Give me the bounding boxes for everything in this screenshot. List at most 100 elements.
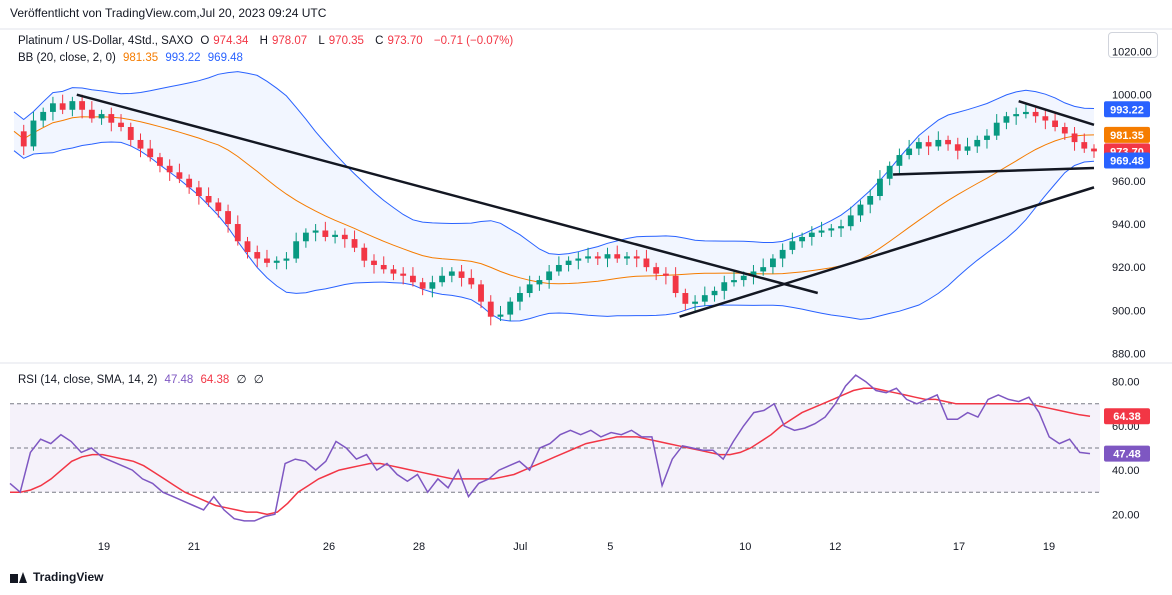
rsi-empty-2: ∅ xyxy=(253,374,264,386)
open-value: O 974.34 xyxy=(200,35,249,47)
candle-body xyxy=(945,139,951,145)
candle-body xyxy=(166,165,173,173)
brand-label: TradingView xyxy=(33,570,104,584)
bb-upper-value: 993.22 xyxy=(165,52,201,64)
candle-body xyxy=(643,258,650,268)
candle-body xyxy=(497,314,504,317)
candle-body xyxy=(351,239,358,248)
candle-body xyxy=(244,241,251,253)
candle-body xyxy=(770,258,776,268)
bb-upper-line xyxy=(13,71,1095,256)
scale-button[interactable] xyxy=(1108,32,1158,58)
price-badge-label: 969.48 xyxy=(1110,155,1144,167)
candle-body xyxy=(925,142,932,147)
candle-body xyxy=(536,280,543,285)
candle-body xyxy=(361,247,368,261)
candle-body xyxy=(1022,111,1029,115)
candle-body xyxy=(740,275,747,281)
candle-body xyxy=(1003,116,1010,123)
candle-body xyxy=(1052,120,1058,128)
candle-body xyxy=(20,131,27,147)
candle-body xyxy=(1013,114,1020,117)
rsi-badge-label: 47.48 xyxy=(1113,449,1141,461)
rsi-tick-label: 20.00 xyxy=(1112,509,1140,521)
price-tick-label: 920.00 xyxy=(1112,262,1146,274)
time-tick-label: 21 xyxy=(188,541,200,553)
candle-body xyxy=(701,295,708,302)
rsi-band-fill xyxy=(10,403,1100,493)
candle-body xyxy=(731,280,737,283)
candle-body xyxy=(760,267,767,272)
candle-body xyxy=(205,196,212,203)
candle-body xyxy=(264,258,270,263)
rsi-empty-1: ∅ xyxy=(236,374,247,386)
time-tick-label: 17 xyxy=(953,541,965,553)
candle-body xyxy=(410,275,416,283)
candle-body xyxy=(458,271,465,278)
bb-legend: BB (20, close, 2, 0) 981.35 993.22 969.4… xyxy=(18,52,247,64)
bb-lower-line xyxy=(13,141,1095,322)
candle-body xyxy=(40,111,47,121)
candle-body xyxy=(808,232,815,237)
candle-body xyxy=(419,282,426,289)
candle-body xyxy=(30,120,37,147)
candle-body xyxy=(332,234,338,237)
candle-body xyxy=(127,127,134,140)
candle-body xyxy=(1091,148,1097,152)
candle-body xyxy=(711,290,718,296)
candle-body xyxy=(915,142,922,149)
candle-body xyxy=(507,301,514,315)
candle-body xyxy=(293,241,300,259)
main-legend: Platinum / US-Dollar, 4Std., SAXO O 974.3… xyxy=(18,35,517,47)
trendline-4 xyxy=(1018,99,1095,127)
candle-body xyxy=(195,187,202,196)
candle-body xyxy=(857,204,864,216)
candle-body xyxy=(225,211,231,225)
candle-body xyxy=(896,155,903,166)
candle-body xyxy=(546,271,553,281)
trendline-3 xyxy=(893,166,1095,176)
time-tick-label: 19 xyxy=(1043,541,1055,553)
candle-body xyxy=(750,271,757,276)
tradingview-logo-icon xyxy=(10,571,28,583)
candle-body xyxy=(1071,133,1078,143)
candle-body xyxy=(964,146,971,151)
candle-body xyxy=(186,178,193,188)
rsi-sma-value: 64.38 xyxy=(200,374,230,386)
bb-basis-line xyxy=(13,116,1095,285)
time-tick-label: 26 xyxy=(323,541,335,553)
rsi-value: 47.48 xyxy=(164,374,194,386)
symbol-label[interactable]: Platinum / US-Dollar, 4Std., SAXO xyxy=(18,35,194,47)
candle-body xyxy=(818,230,825,233)
price-badge-label: 993.22 xyxy=(1110,104,1144,116)
candle-body xyxy=(847,215,854,227)
candle-body xyxy=(98,114,105,119)
rsi-badge-label: 64.38 xyxy=(1113,411,1141,423)
bb-label[interactable]: BB (20, close, 2, 0) xyxy=(18,52,116,64)
candle-body xyxy=(254,252,261,259)
candle-body xyxy=(838,226,844,229)
candle-body xyxy=(283,258,290,261)
candle-body xyxy=(147,148,154,158)
rsi-label[interactable]: RSI (14, close, SMA, 14, 2) xyxy=(18,374,158,386)
candle-body xyxy=(575,258,582,261)
time-tick-label: 28 xyxy=(413,541,425,553)
candle-body xyxy=(721,282,728,291)
candle-body xyxy=(322,230,329,237)
candle-body xyxy=(380,264,387,270)
candle-body xyxy=(137,139,144,149)
price-tick-label: 960.00 xyxy=(1112,176,1146,188)
candle-body xyxy=(799,236,806,242)
candle-body xyxy=(779,249,786,259)
candle-body xyxy=(118,122,124,128)
candle-body xyxy=(692,301,698,304)
candle-body xyxy=(789,241,796,250)
rsi-badge xyxy=(1104,408,1150,425)
candle-body xyxy=(468,277,475,285)
candle-body xyxy=(604,254,611,259)
candle-body xyxy=(662,273,669,276)
candle-body xyxy=(954,144,961,151)
candle-body xyxy=(653,267,660,274)
candle-body xyxy=(487,301,494,317)
